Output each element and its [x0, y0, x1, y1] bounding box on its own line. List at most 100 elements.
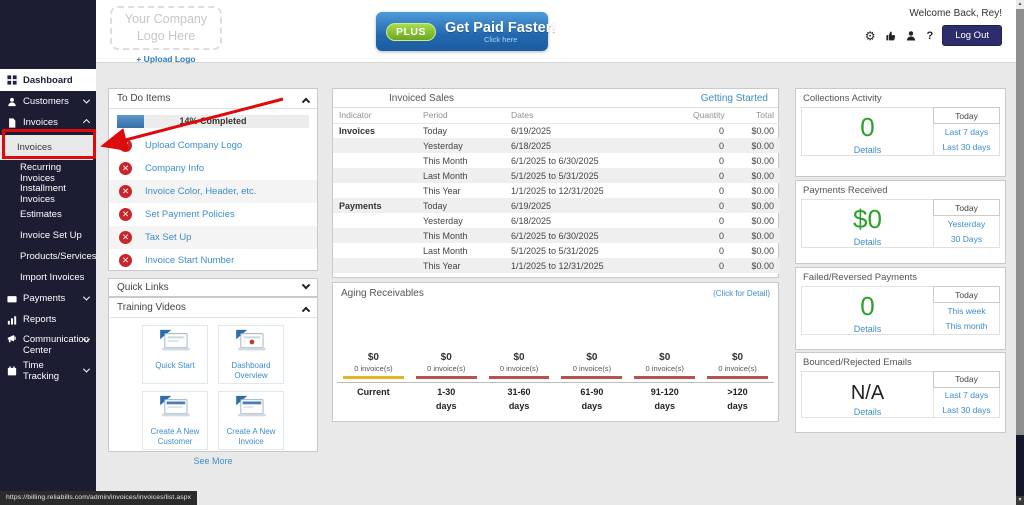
video-card-quick-start[interactable]: Quick Start: [142, 325, 208, 384]
sidebar-subitem-label: Invoices: [17, 142, 52, 153]
logout-button[interactable]: Log Out: [942, 25, 1002, 46]
table-row: This Year 1/1/2025 to 12/31/2025 0 $0.00: [333, 258, 780, 273]
aging-axis-labels: Current 1-30 days 31-60 days 61-90 days 91-…: [337, 382, 774, 413]
panel-title: Failed/Reversed Payments: [803, 272, 918, 283]
sidebar-item-time-tracking[interactable]: Time Tracking: [0, 360, 96, 382]
period-30-days[interactable]: 30 Days: [950, 234, 983, 244]
incomplete-x-icon: ✕: [119, 185, 132, 198]
logo-placeholder-text: Your Company Logo Here: [124, 12, 208, 43]
aging-label: Current: [357, 387, 390, 397]
sidebar-subitem-invoice-set-up[interactable]: Invoice Set Up: [0, 225, 96, 246]
period-this-month[interactable]: This month: [945, 321, 988, 331]
period-last-30-days[interactable]: Last 30 days: [942, 404, 991, 415]
todo-progress-bar: 14% Completed: [117, 115, 309, 128]
table-row: Last Month 5/1/2025 to 5/31/2025 0 $0.00: [333, 168, 780, 183]
cell-indicator: [333, 243, 417, 258]
sidebar-subitem-import-invoices[interactable]: Import Invoices: [0, 267, 96, 288]
dashboard-icon: [7, 75, 18, 85]
period-yesterday[interactable]: Yesterday: [947, 218, 986, 229]
quick-links-panel: Quick Links: [108, 278, 318, 297]
period-today[interactable]: Today: [933, 107, 1000, 125]
scroll-down-icon[interactable]: ▼: [1016, 496, 1024, 505]
column-header: Dates: [505, 108, 687, 124]
sidebar-item-dashboard[interactable]: Dashboard: [0, 69, 96, 91]
company-logo-placeholder[interactable]: Your Company Logo Here: [110, 6, 222, 50]
collapse-chevron-icon[interactable]: [301, 306, 311, 315]
sidebar-subitem-products-services[interactable]: Products/Services: [0, 246, 97, 267]
table-row: Payments Today 6/19/2025 0 $0.00: [333, 198, 780, 213]
period-today[interactable]: Today: [933, 371, 1000, 388]
getting-started-link[interactable]: Getting Started: [700, 93, 768, 104]
period-today[interactable]: Today: [933, 199, 1000, 217]
todo-item-invoice-color[interactable]: ✕ Invoice Color, Header, etc.: [109, 180, 317, 203]
scroll-up-icon[interactable]: ▲: [1017, 1, 1023, 7]
training-videos-title: Training Videos: [117, 302, 186, 313]
gear-icon[interactable]: ⚙: [864, 28, 876, 43]
expand-chevron-icon[interactable]: [301, 280, 311, 289]
sidebar-item-communication-center[interactable]: Communication Center: [0, 330, 96, 360]
video-card-create-new-customer[interactable]: Create A New Customer: [142, 391, 208, 450]
click-for-detail-link[interactable]: (Click for Detail): [713, 289, 770, 298]
details-link[interactable]: Details: [853, 323, 882, 334]
sidebar-subitem-installment-invoices[interactable]: Installment Invoices: [0, 183, 96, 205]
cell-quantity: 0: [718, 215, 724, 226]
upload-logo-link[interactable]: + Upload Logo: [136, 54, 196, 64]
table-row: This Year 1/1/2025 to 12/31/2025 0 $0.00: [333, 183, 780, 198]
sidebar-item-payments[interactable]: Payments: [0, 288, 96, 309]
thumbs-up-icon[interactable]: [884, 30, 896, 42]
video-card-dashboard-overview[interactable]: Dashboard Overview: [218, 325, 284, 384]
cell-dates: 1/1/2025 to 12/31/2025: [511, 260, 604, 271]
details-link[interactable]: Details: [853, 407, 882, 417]
todo-item-tax-set-up[interactable]: ✕ Tax Set Up: [109, 226, 317, 249]
bucket-count: 0 invoice(s): [718, 364, 757, 373]
panel-body: $0 Details Today Yesterday 30 Days: [801, 199, 1000, 248]
todo-item-upload-company-logo[interactable]: ✕ Upload Company Logo: [109, 134, 317, 157]
aging-bucket-over-120[interactable]: $0 0 invoice(s): [701, 352, 774, 379]
collapse-chevron-icon[interactable]: [301, 97, 311, 106]
sidebar-subitem-invoices[interactable]: Invoices: [0, 135, 93, 160]
todo-item-company-info[interactable]: ✕ Company Info: [109, 157, 317, 180]
stat-value-area: $0 Details: [802, 200, 933, 247]
help-icon[interactable]: ?: [926, 29, 934, 42]
bucket-count: 0 invoice(s): [354, 364, 393, 373]
period-today[interactable]: Today: [933, 286, 1000, 304]
column-header: Quantity: [687, 108, 730, 124]
video-card-label: Create A New Customer: [150, 427, 200, 446]
see-more-link[interactable]: See More: [193, 456, 233, 466]
period-last-30-days[interactable]: Last 30 days: [942, 142, 991, 152]
customers-icon: [7, 97, 18, 107]
video-card-create-new-invoice[interactable]: Create A New Invoice: [218, 391, 284, 450]
sidebar-item-invoices[interactable]: Invoices: [0, 112, 96, 133]
details-link[interactable]: Details: [853, 144, 882, 155]
todo-item-invoice-start-number[interactable]: ✕ Invoice Start Number: [109, 249, 317, 272]
invoiced-sales-panel: Invoiced Sales Getting Started Indicator…: [332, 88, 780, 278]
todo-item-set-payment-policies[interactable]: ✕ Set Payment Policies: [109, 203, 317, 226]
sidebar-subitem-recurring-invoices[interactable]: Recurring Invoices: [0, 162, 96, 184]
sidebar-item-label: Dashboard: [23, 74, 73, 86]
cell-period: This Month: [423, 230, 468, 241]
details-link[interactable]: Details: [853, 236, 882, 247]
aging-header: Aging Receivables (Click for Detail): [333, 283, 778, 304]
aging-bucket-current[interactable]: $0 0 invoice(s): [337, 352, 410, 379]
chevron-down-icon: [82, 365, 91, 373]
sidebar-item-customers[interactable]: Customers: [0, 91, 96, 112]
period-last-7-days[interactable]: Last 7 days: [944, 390, 989, 400]
get-paid-faster-banner[interactable]: PLUS Get Paid Faster! Click here: [376, 12, 556, 51]
scrollbar-thumb[interactable]: [1016, 9, 1024, 435]
user-icon[interactable]: [905, 30, 917, 42]
scrollbar[interactable]: ▲ ▼: [1016, 0, 1024, 505]
period-last-7-days[interactable]: Last 7 days: [944, 126, 989, 137]
sidebar-subitem-estimates[interactable]: Estimates: [0, 204, 96, 225]
cell-quantity: 0: [718, 125, 724, 136]
cell-indicator: [333, 168, 417, 183]
sidebar-nav: Dashboard Customers Invoices Invoices Re…: [0, 69, 97, 382]
aging-bucket-91-120[interactable]: $0 0 invoice(s): [628, 352, 701, 379]
aging-bucket-1-30[interactable]: $0 0 invoice(s): [410, 352, 483, 379]
table-row: This Month 6/1/2025 to 6/30/2025 0 $0.00: [333, 228, 780, 243]
aging-bucket-31-60[interactable]: $0 0 invoice(s): [483, 352, 556, 379]
aging-bucket-61-90[interactable]: $0 0 invoice(s): [555, 352, 628, 379]
todo-panel-title: To Do Items: [117, 93, 171, 104]
sidebar-item-reports[interactable]: Reports: [0, 309, 96, 330]
period-this-week[interactable]: This week: [947, 305, 986, 316]
